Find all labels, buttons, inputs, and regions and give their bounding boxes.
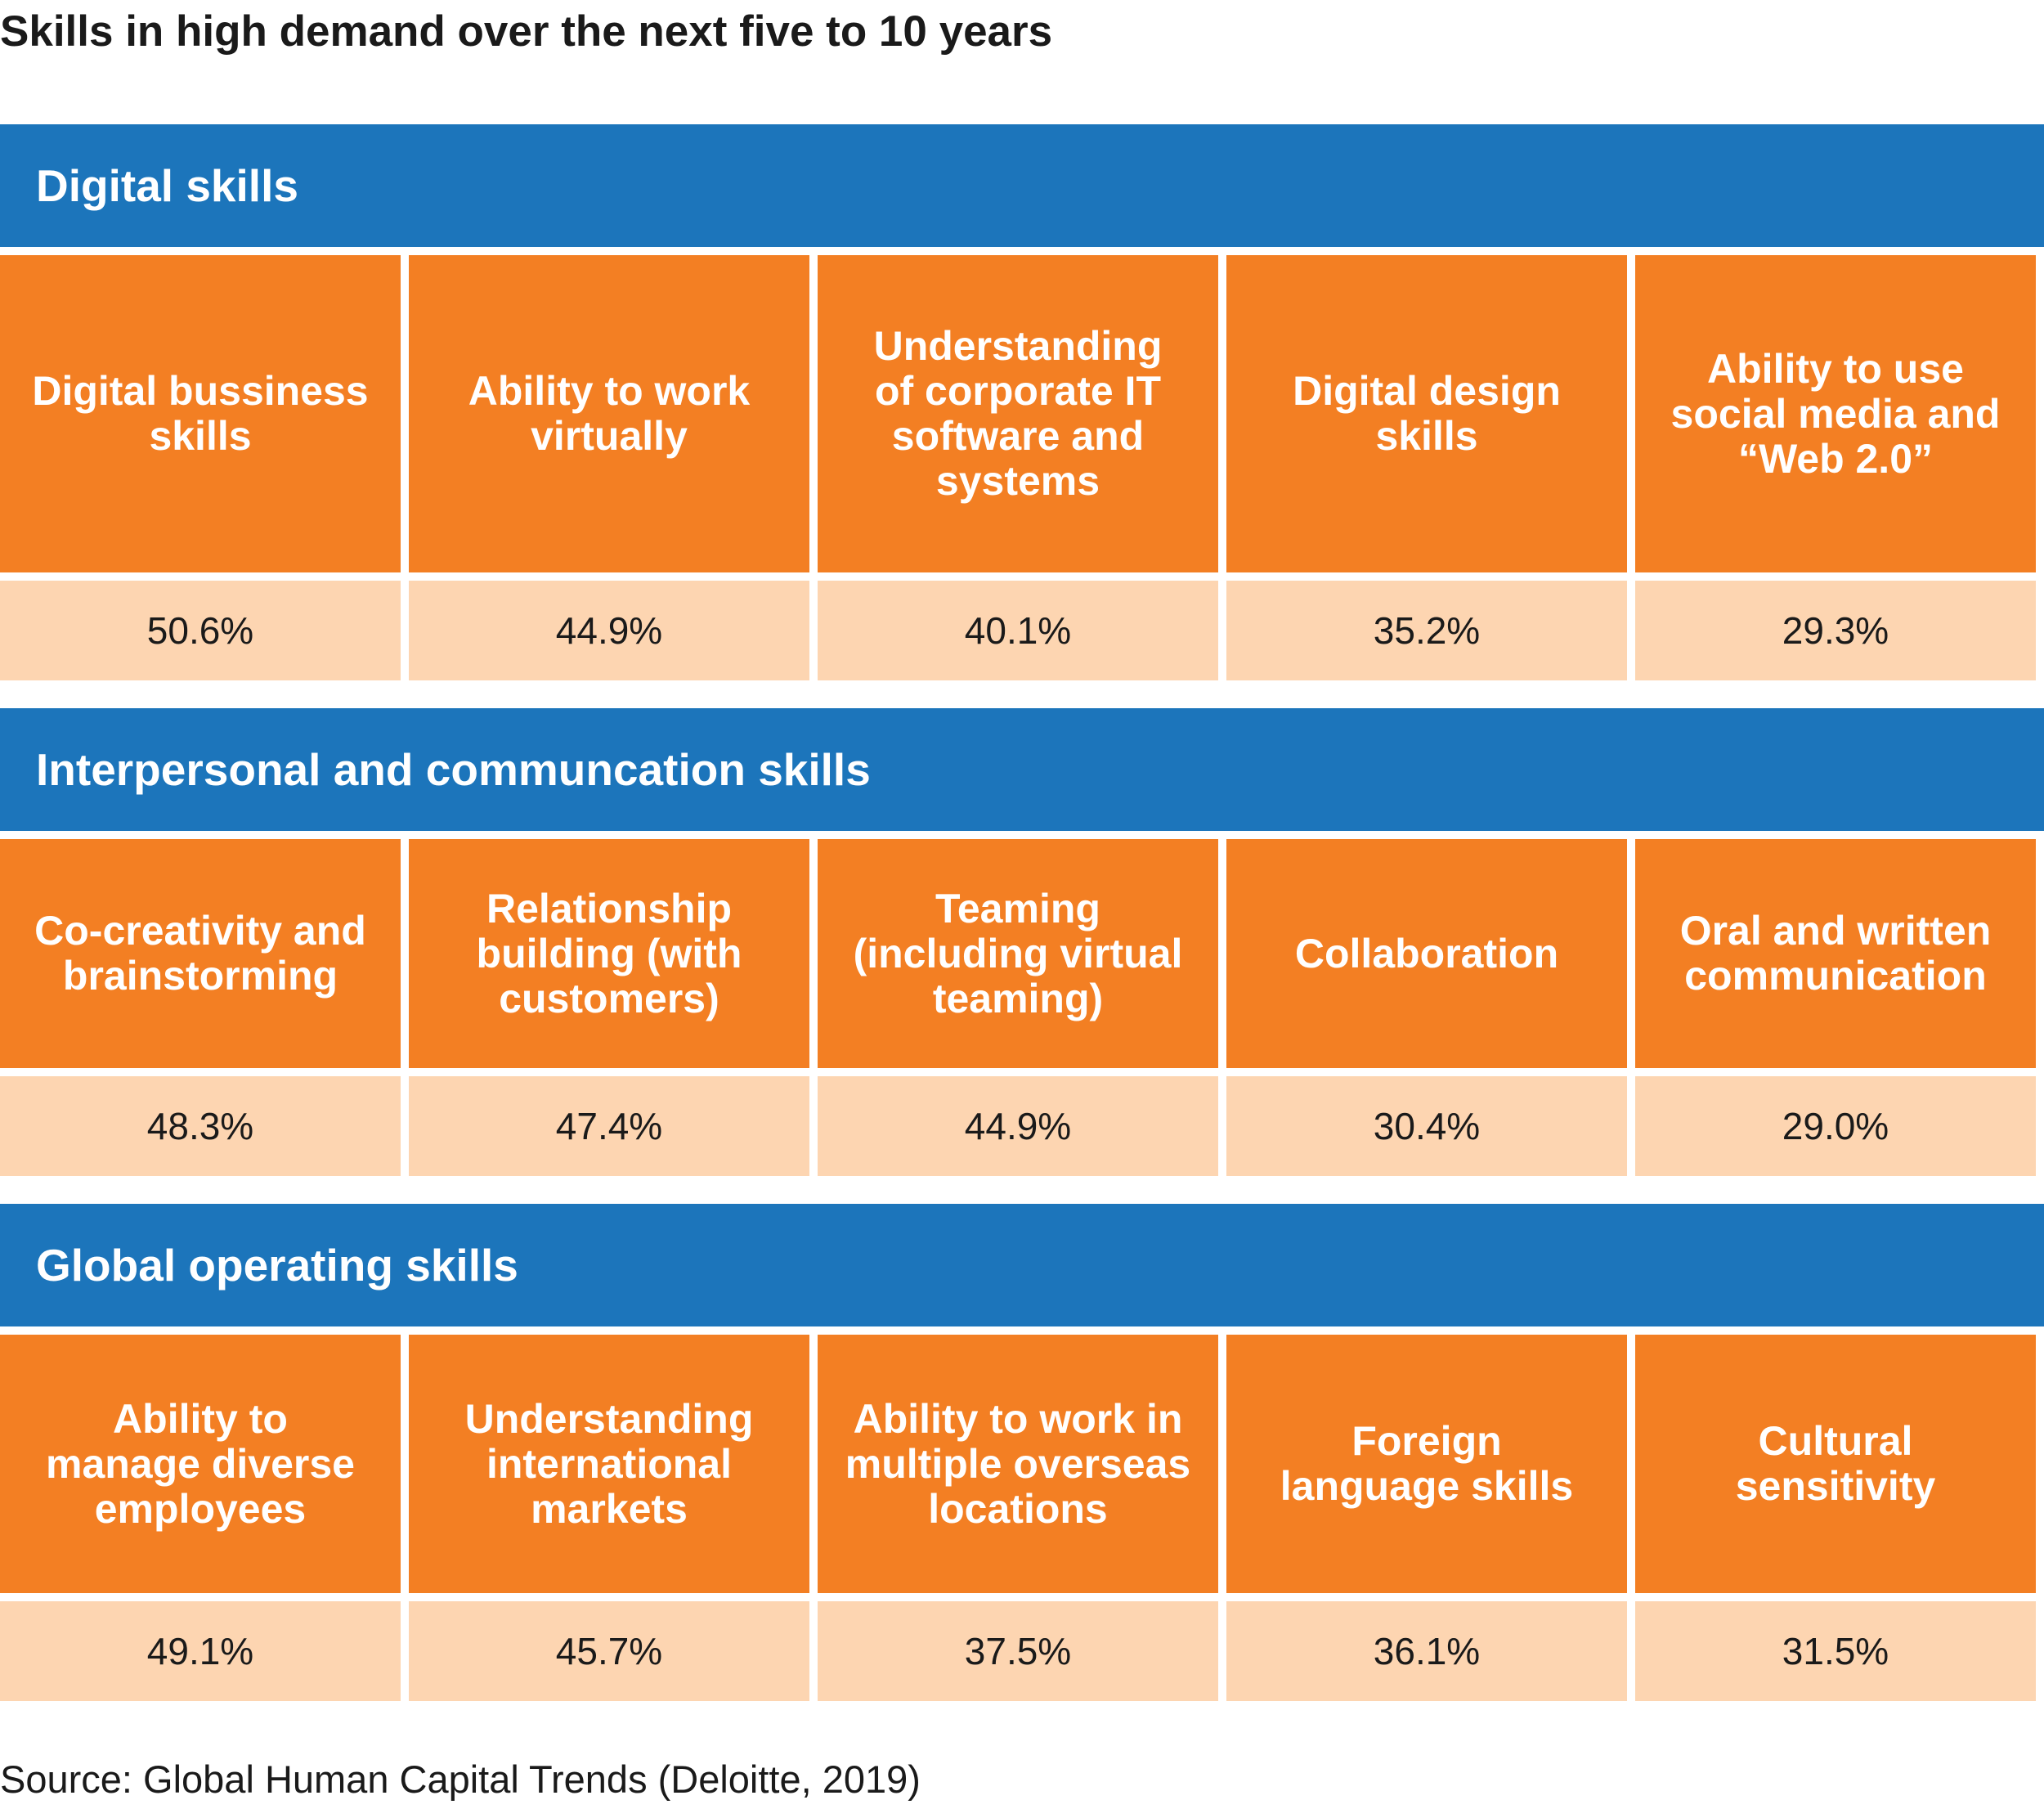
skill-label: Ability to use social media and “Web 2.0” [1635, 255, 2036, 572]
skill-label: Digital design skills [1226, 255, 1627, 572]
skill-label: Digital bussiness skills [0, 255, 401, 572]
chart-title: Skills in high demand over the next five… [0, 7, 1053, 56]
skill-label: Teaming (including virtual teaming) [818, 839, 1218, 1068]
skill-value: 29.3% [1635, 581, 2036, 680]
skill-label: Relationship building (with customers) [409, 839, 809, 1068]
skill-value: 44.9% [409, 581, 809, 680]
skill-value: 45.7% [409, 1601, 809, 1701]
skill-value: 35.2% [1226, 581, 1627, 680]
skill-label: Oral and written communication [1635, 839, 2036, 1068]
skill-value: 29.0% [1635, 1076, 2036, 1176]
skill-value: 49.1% [0, 1601, 401, 1701]
skill-value: 40.1% [818, 581, 1218, 680]
skill-value: 31.5% [1635, 1601, 2036, 1701]
skill-label: Foreign language skills [1226, 1335, 1627, 1593]
skill-value: 47.4% [409, 1076, 809, 1176]
skill-label: Ability to work virtually [409, 255, 809, 572]
skill-label: Understanding of corporate IT software and… [818, 255, 1218, 572]
skill-label: Ability to manage diverse employees [0, 1335, 401, 1593]
skill-value: 50.6% [0, 581, 401, 680]
skill-label: Understanding international markets [409, 1335, 809, 1593]
skill-label: Co-creativity and brainstorming [0, 839, 401, 1068]
skill-value: 36.1% [1226, 1601, 1627, 1701]
skill-value: 48.3% [0, 1076, 401, 1176]
skill-label: Collaboration [1226, 839, 1627, 1068]
skill-value: 37.5% [818, 1601, 1218, 1701]
skill-label: Ability to work in multiple overseas locat… [818, 1335, 1218, 1593]
skill-value: 44.9% [818, 1076, 1218, 1176]
source-note: Source: Global Human Capital Trends (Del… [0, 1757, 921, 1801]
group-header: Global operating skills [0, 1204, 2044, 1326]
group-header: Digital skills [0, 124, 2044, 247]
group-header: Interpersonal and communcation skills [0, 708, 2044, 831]
skill-value: 30.4% [1226, 1076, 1627, 1176]
skill-label: Cultural sensitivity [1635, 1335, 2036, 1593]
